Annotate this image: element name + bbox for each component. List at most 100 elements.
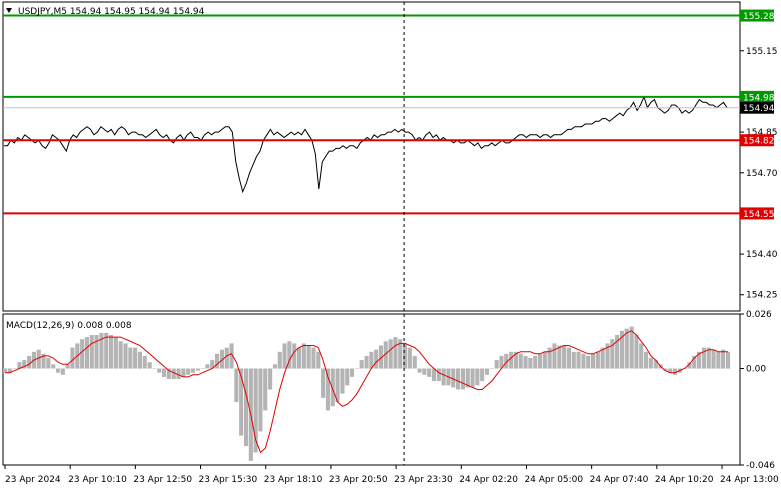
macd-histogram-bar	[65, 364, 70, 369]
macd-histogram-bar	[629, 326, 634, 369]
macd-histogram-bar	[504, 353, 509, 369]
macd-histogram-bar	[229, 343, 234, 369]
macd-histogram-bar	[268, 368, 273, 390]
macd-histogram-bar	[162, 368, 167, 377]
macd-histogram-bar	[489, 368, 494, 369]
macd-histogram-bar	[485, 368, 490, 375]
macd-histogram-bar	[586, 355, 591, 369]
current-level-label: 154.94	[743, 104, 775, 114]
macd-signal-line	[5, 330, 728, 454]
macd-histogram-bar	[388, 339, 393, 369]
support-level-label: 154.55	[743, 210, 775, 220]
time-tick-label: 23 Apr 12:50	[133, 475, 192, 485]
macd-histogram-bar	[301, 343, 306, 369]
macd-histogram-bar	[345, 368, 350, 386]
symbol-header: USDJPY,M5 154.94 154.95 154.94 154.94	[18, 7, 205, 17]
macd-histogram-bar	[378, 345, 383, 369]
macd-histogram-bar	[648, 358, 653, 369]
support-level-label: 154.82	[743, 137, 775, 147]
macd-histogram-bar	[219, 349, 224, 369]
macd-histogram-bar	[350, 368, 355, 377]
macd-histogram-bar	[499, 355, 504, 369]
macd-histogram-bar	[692, 355, 697, 369]
macd-histogram-bar	[316, 351, 321, 369]
macd-histogram-bar	[605, 343, 610, 369]
price-tick-label: 155.15	[746, 47, 778, 57]
macd-histogram-bar	[653, 360, 658, 369]
macd-histogram-bar	[3, 368, 8, 373]
macd-histogram-bar	[157, 368, 162, 373]
macd-histogram-bar	[716, 351, 721, 369]
macd-histogram-bar	[12, 368, 17, 369]
macd-histogram-bar	[195, 368, 200, 371]
macd-histogram-bar	[697, 351, 702, 369]
time-tick-label: 24 Apr 13:00	[720, 475, 779, 485]
macd-histogram-bar	[595, 351, 600, 369]
price-series-line	[4, 95, 728, 194]
macd-histogram-bar	[701, 347, 706, 369]
macd-histogram-bar	[306, 345, 311, 369]
macd-histogram-bar	[398, 339, 403, 369]
macd-histogram-bar	[166, 368, 171, 379]
price-tick-label: 154.25	[746, 291, 778, 301]
macd-histogram-bar	[133, 347, 138, 369]
macd-histogram-bar	[186, 368, 191, 375]
time-tick-label: 23 Apr 18:10	[264, 475, 323, 485]
macd-histogram-bar	[325, 368, 330, 411]
macd-histogram-bar	[330, 368, 335, 407]
price-tick-label: 154.85	[746, 128, 778, 138]
macd-histogram-bar	[109, 335, 114, 369]
macd-header: MACD(12,26,9) 0.008 0.008	[6, 321, 132, 331]
price-tick-label: 154.70	[746, 169, 778, 179]
time-axis: 23 Apr 2024 23 Apr 10:10 23 Apr 12:50 23 Ap…	[4, 465, 779, 485]
macd-histogram-bar	[171, 368, 176, 379]
macd-histogram-bar	[591, 353, 596, 369]
macd-histogram-bar	[451, 368, 456, 388]
time-tick-label: 23 Apr 15:30	[199, 475, 258, 485]
chart-menu-triangle-icon[interactable]	[6, 8, 12, 13]
macd-histogram-bar	[687, 362, 692, 369]
macd-histogram-bar	[113, 337, 118, 369]
macd-histogram-bar	[711, 349, 716, 369]
macd-histogram-bar	[566, 347, 571, 369]
macd-histogram-bar	[364, 355, 369, 369]
macd-histogram-bar	[282, 343, 287, 369]
macd-histogram-bar	[407, 347, 412, 369]
macd-histogram-bar	[706, 347, 711, 369]
time-tick-label: 24 Apr 05:00	[524, 475, 583, 485]
macd-histogram-bar	[369, 351, 374, 369]
macd-histogram-bar	[436, 368, 441, 382]
macd-histogram-bar	[610, 339, 615, 369]
macd-histogram-bar	[571, 351, 576, 369]
macd-histogram-bar	[51, 364, 56, 369]
time-tick-label: 23 Apr 20:50	[329, 475, 388, 485]
macd-histogram-bar	[465, 368, 470, 388]
time-tick-label: 24 Apr 02:20	[459, 475, 518, 485]
macd-histogram-bar	[56, 368, 61, 373]
macd-histogram-bar	[422, 368, 427, 375]
macd-histogram-bar	[147, 362, 152, 369]
macd-histogram-bar	[263, 368, 268, 411]
macd-histogram-bar	[374, 349, 379, 369]
resistance-level-tag	[740, 9, 774, 22]
macd-histogram-bar	[354, 368, 359, 369]
macd-tick-label: 0.026	[746, 310, 772, 320]
resistance-level-tag	[740, 90, 774, 103]
macd-histogram-bar	[518, 353, 523, 369]
macd-histogram-bar	[311, 347, 316, 369]
macd-histogram-bar	[123, 343, 128, 369]
macd-histogram-bar	[639, 343, 644, 369]
current-level-tag	[740, 101, 774, 114]
macd-histogram-bar	[118, 341, 123, 369]
macd-histogram-bar	[277, 351, 282, 369]
macd-histogram-bar	[552, 343, 557, 369]
macd-histogram-bar	[528, 358, 533, 369]
macd-histogram-bar	[600, 347, 605, 369]
macd-histogram-bar	[460, 368, 465, 390]
macd-histogram-bar	[99, 332, 104, 369]
macd-histogram-bar	[383, 341, 388, 369]
macd-histogram-bar	[205, 364, 210, 369]
macd-histogram-bar	[137, 351, 142, 369]
